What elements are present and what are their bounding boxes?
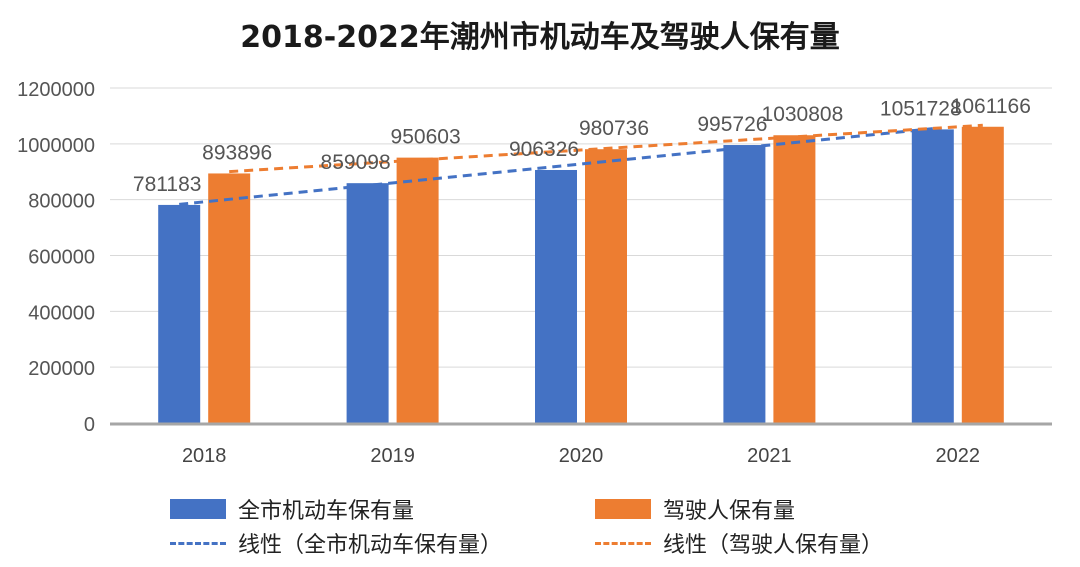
bar-vehicles	[535, 169, 577, 423]
legend-label-drivers-trend: 线性（驾驶人保有量）	[663, 533, 884, 558]
legend-label-vehicles: 全市机动车保有量	[238, 499, 415, 524]
bar-drivers	[208, 173, 251, 423]
y-tick-label: 600000	[28, 247, 95, 269]
data-label: 1030808	[762, 103, 844, 126]
data-label: 906326	[509, 138, 579, 161]
legend-label-drivers: 驾驶人保有量	[663, 499, 796, 524]
legend-item-vehicles-trend: 线性（全市机动车保有量）	[170, 527, 502, 559]
bar-drivers	[773, 135, 816, 423]
legend-item-drivers-trend: 线性（驾驶人保有量）	[595, 527, 883, 559]
y-tick-label: 200000	[28, 358, 95, 380]
data-label: 859098	[321, 151, 391, 174]
bar-vehicles	[723, 145, 766, 423]
bar-vehicles	[346, 183, 389, 423]
legend-swatch-drivers	[595, 499, 651, 519]
legend-label-vehicles-trend: 线性（全市机动车保有量）	[238, 533, 503, 558]
data-label: 781183	[133, 173, 202, 196]
bar-vehicles	[158, 204, 201, 423]
data-label: 1061166	[951, 95, 1031, 118]
bar-vehicles	[911, 129, 954, 424]
bar-drivers	[396, 157, 439, 423]
trendline-drivers	[229, 123, 983, 174]
y-tick-label: 1200000	[17, 79, 95, 101]
data-label: 893896	[202, 141, 272, 164]
y-tick-label: 400000	[28, 302, 95, 324]
trendline-vehicles	[179, 127, 933, 206]
data-label: 995726	[697, 113, 767, 136]
legend-swatch-vehicles	[170, 499, 226, 519]
data-label: 980736	[579, 117, 649, 140]
x-tick-label: 2018	[182, 445, 227, 467]
legend-dash-vehicles-trend	[170, 541, 226, 545]
x-tick-label: 2022	[936, 445, 981, 467]
y-tick-label: 800000	[28, 191, 95, 213]
legend-item-drivers: 驾驶人保有量	[595, 493, 795, 525]
x-tick-label: 2019	[370, 445, 415, 467]
x-tick-label: 2020	[559, 445, 604, 467]
y-tick-label: 1000000	[17, 135, 95, 157]
legend-item-vehicles: 全市机动车保有量	[170, 493, 414, 525]
legend-dash-drivers-trend	[595, 541, 651, 545]
data-label: 1051728	[880, 97, 962, 120]
bar-drivers	[961, 126, 1004, 424]
y-tick-label: 0	[84, 414, 95, 436]
data-label: 950603	[391, 126, 461, 149]
bar-drivers	[585, 149, 627, 424]
x-tick-label: 2021	[747, 445, 792, 467]
chart-title: 2018-2022年潮州市机动车及驾驶人保有量	[240, 20, 840, 55]
